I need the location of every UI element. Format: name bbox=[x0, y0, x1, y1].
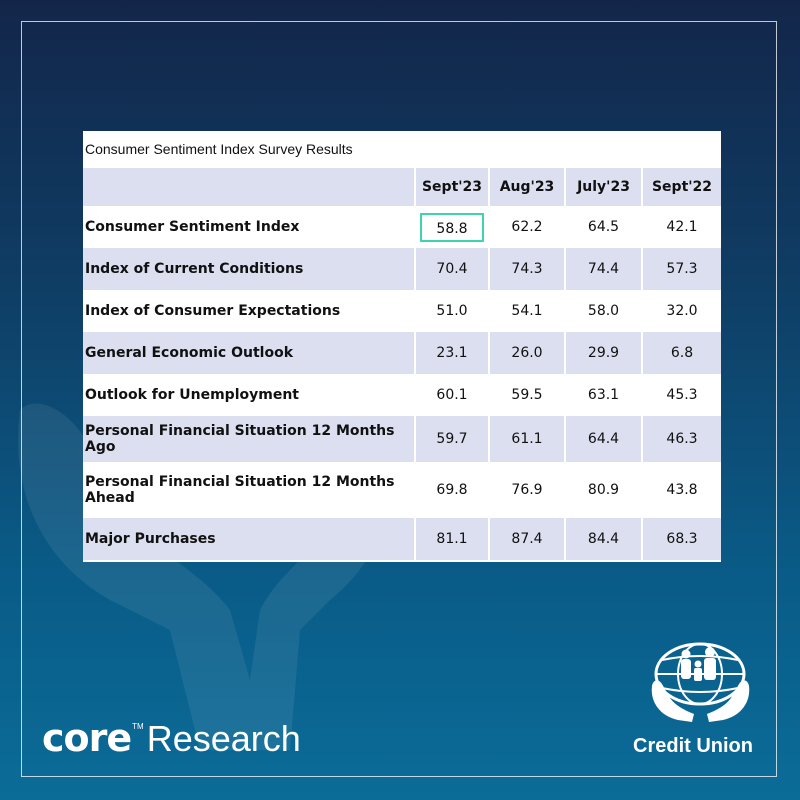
column-header: Sept'22 bbox=[641, 168, 721, 206]
table-cell: 57.3 bbox=[641, 248, 721, 290]
credit-union-label: Credit Union bbox=[633, 735, 753, 757]
table-cell: 63.1 bbox=[564, 374, 642, 416]
brand-trademark: TM bbox=[132, 722, 144, 731]
row-label: Index of Consumer Expectations bbox=[85, 303, 341, 319]
row-label: General Economic Outlook bbox=[85, 345, 294, 361]
table-cell: 58.0 bbox=[564, 290, 642, 332]
table-row: Consumer Sentiment Index 58.8 62.2 64.5 … bbox=[83, 206, 721, 248]
page-frame bbox=[21, 21, 777, 777]
table-row: Major Purchases 81.1 87.4 84.4 68.3 bbox=[83, 518, 721, 560]
table-cell: 54.1 bbox=[488, 290, 565, 332]
table-cell: 70.4 bbox=[414, 248, 489, 290]
table-cell: 51.0 bbox=[414, 290, 489, 332]
highlighted-value: 58.8 bbox=[420, 212, 484, 242]
row-label: Personal Financial Situation 12 Months A… bbox=[85, 423, 395, 455]
table-row: General Economic Outlook 23.1 26.0 29.9 … bbox=[83, 332, 721, 374]
table-cell: 61.1 bbox=[488, 416, 565, 462]
table-title: Consumer Sentiment Index Survey Results bbox=[85, 141, 353, 157]
table-cell: 26.0 bbox=[488, 332, 565, 374]
table-cell: 62.2 bbox=[488, 206, 565, 248]
sentiment-table-card: Consumer Sentiment Index Survey Results … bbox=[83, 131, 721, 562]
table-cell: 80.9 bbox=[564, 462, 642, 518]
table-cell: 69.8 bbox=[414, 462, 489, 518]
table-row: Personal Financial Situation 12 Months A… bbox=[83, 416, 721, 462]
brand-research-text: Research bbox=[146, 718, 301, 759]
brand-core-text: core bbox=[42, 716, 132, 760]
credit-union-logo-icon bbox=[651, 642, 750, 722]
table-cell: 87.4 bbox=[488, 518, 565, 560]
table-row: Index of Current Conditions 70.4 74.3 74… bbox=[83, 248, 721, 290]
column-header: July'23 bbox=[564, 168, 642, 206]
table-cell: 84.4 bbox=[564, 518, 642, 560]
table-cell: 59.7 bbox=[414, 416, 489, 462]
table-cell: 58.8 bbox=[414, 206, 489, 248]
row-label: Personal Financial Situation 12 Months A… bbox=[85, 474, 395, 506]
table-row: Outlook for Unemployment 60.1 59.5 63.1 … bbox=[83, 374, 721, 416]
table-cell: 74.4 bbox=[564, 248, 642, 290]
table-row: Personal Financial Situation 12 Months A… bbox=[83, 462, 721, 518]
row-label: Index of Current Conditions bbox=[85, 261, 304, 277]
column-header: Aug'23 bbox=[488, 168, 565, 206]
table-cell: 45.3 bbox=[641, 374, 721, 416]
table-cell: 29.9 bbox=[564, 332, 642, 374]
table-cell: 68.3 bbox=[641, 518, 721, 560]
core-research-logo: core TM Research bbox=[42, 716, 301, 760]
table-cell: 64.4 bbox=[564, 416, 642, 462]
table-row: Index of Consumer Expectations 51.0 54.1… bbox=[83, 290, 721, 332]
table-cell: 76.9 bbox=[488, 462, 565, 518]
table-cell: 6.8 bbox=[641, 332, 721, 374]
table-cell: 60.1 bbox=[414, 374, 489, 416]
table-cell: 64.5 bbox=[564, 206, 642, 248]
column-header: Sept'23 bbox=[414, 168, 489, 206]
column-header bbox=[83, 168, 415, 206]
table-cell: 74.3 bbox=[488, 248, 565, 290]
sentiment-table: Sept'23 Aug'23 July'23 Sept'22 Consumer … bbox=[83, 168, 721, 560]
row-label: Consumer Sentiment Index bbox=[85, 219, 300, 235]
table-cell: 59.5 bbox=[488, 374, 565, 416]
table-cell: 32.0 bbox=[641, 290, 721, 332]
table-cell: 43.8 bbox=[641, 462, 721, 518]
row-label: Major Purchases bbox=[85, 531, 216, 547]
table-cell: 23.1 bbox=[414, 332, 489, 374]
table-cell: 42.1 bbox=[641, 206, 721, 248]
table-cell: 81.1 bbox=[414, 518, 489, 560]
row-label: Outlook for Unemployment bbox=[85, 387, 299, 403]
table-cell: 46.3 bbox=[641, 416, 721, 462]
table-header-row: Sept'23 Aug'23 July'23 Sept'22 bbox=[83, 168, 721, 206]
